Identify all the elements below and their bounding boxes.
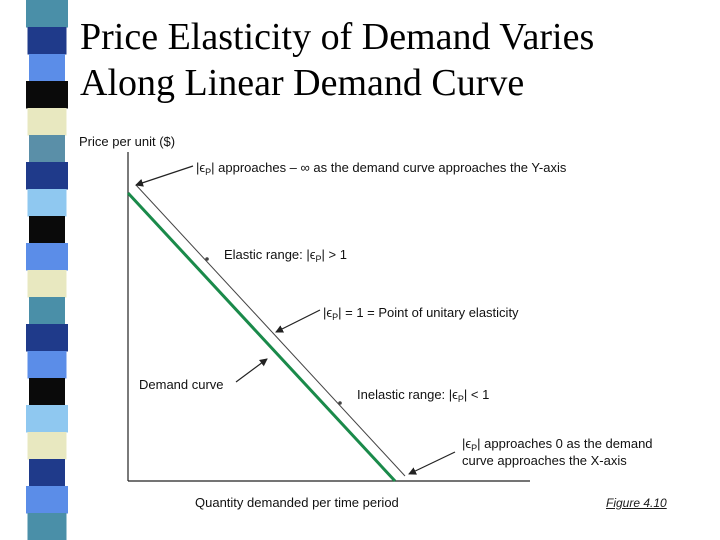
slide-title-line-2: Along Linear Demand Curve xyxy=(80,62,525,104)
y-axis-end-annotation: |ϵP| approaches – ∞ as the demand curve … xyxy=(196,160,567,177)
stripe-block xyxy=(27,270,67,298)
x-axis-end-arrow xyxy=(408,451,456,475)
stripe-block xyxy=(26,324,68,352)
stripe-block xyxy=(26,405,68,433)
x-axis-end-annotation-line-2: curve approaches the X-axis xyxy=(462,453,627,468)
stripe-block xyxy=(29,297,65,325)
inelastic-bracket-tick xyxy=(338,401,342,405)
stripe-block xyxy=(29,378,65,406)
x-axis-end-annotation-line-1: |ϵP| approaches 0 as the demand xyxy=(462,436,653,453)
elastic-range-annotation: Elastic range: |ϵP| > 1 xyxy=(224,247,347,264)
demand-curve-arrow xyxy=(235,358,268,383)
stripe-block xyxy=(27,513,67,540)
stripe-block xyxy=(27,108,67,136)
x-axis-label: Quantity demanded per time period xyxy=(195,495,399,510)
unitary-elasticity-annotation: |ϵP| = 1 = Point of unitary elasticity xyxy=(323,305,519,322)
y-axis-label: Price per unit ($) xyxy=(79,134,175,149)
demand-curve-label: Demand curve xyxy=(139,377,224,392)
decorative-stripe-bar xyxy=(26,0,68,540)
figure-label: Figure 4.10 xyxy=(606,496,667,510)
stripe-block xyxy=(26,81,68,109)
demand-curve xyxy=(126,191,397,483)
stripe-block xyxy=(27,432,67,460)
stripe-block xyxy=(29,459,65,487)
stripe-block xyxy=(29,135,65,163)
slide-title: Price Elasticity of Demand Varies Along … xyxy=(80,14,710,106)
y-axis-end-arrow xyxy=(135,165,194,187)
unitary-point-arrow xyxy=(275,309,321,333)
stripe-block xyxy=(26,0,68,28)
stripe-block xyxy=(26,162,68,190)
stripe-block xyxy=(29,216,65,244)
inelastic-range-annotation: Inelastic range: |ϵP| < 1 xyxy=(357,387,489,404)
inelastic-range-bracket xyxy=(271,331,406,477)
elastic-range-bracket xyxy=(135,184,273,333)
elastic-bracket-tick xyxy=(205,257,209,261)
slide-title-line-1: Price Elasticity of Demand Varies xyxy=(80,16,595,58)
stripe-block xyxy=(26,486,68,514)
stripe-block xyxy=(27,189,67,217)
stripe-block xyxy=(27,27,67,55)
stripe-block xyxy=(29,54,65,82)
stripe-block xyxy=(27,351,67,379)
stripe-block xyxy=(26,243,68,271)
